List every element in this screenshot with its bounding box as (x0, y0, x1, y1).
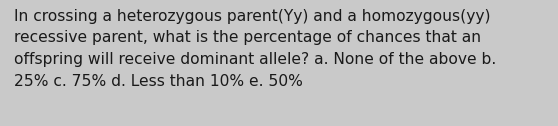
Text: In crossing a heterozygous parent(Yy) and a homozygous(yy)
recessive parent, wha: In crossing a heterozygous parent(Yy) an… (14, 9, 496, 89)
